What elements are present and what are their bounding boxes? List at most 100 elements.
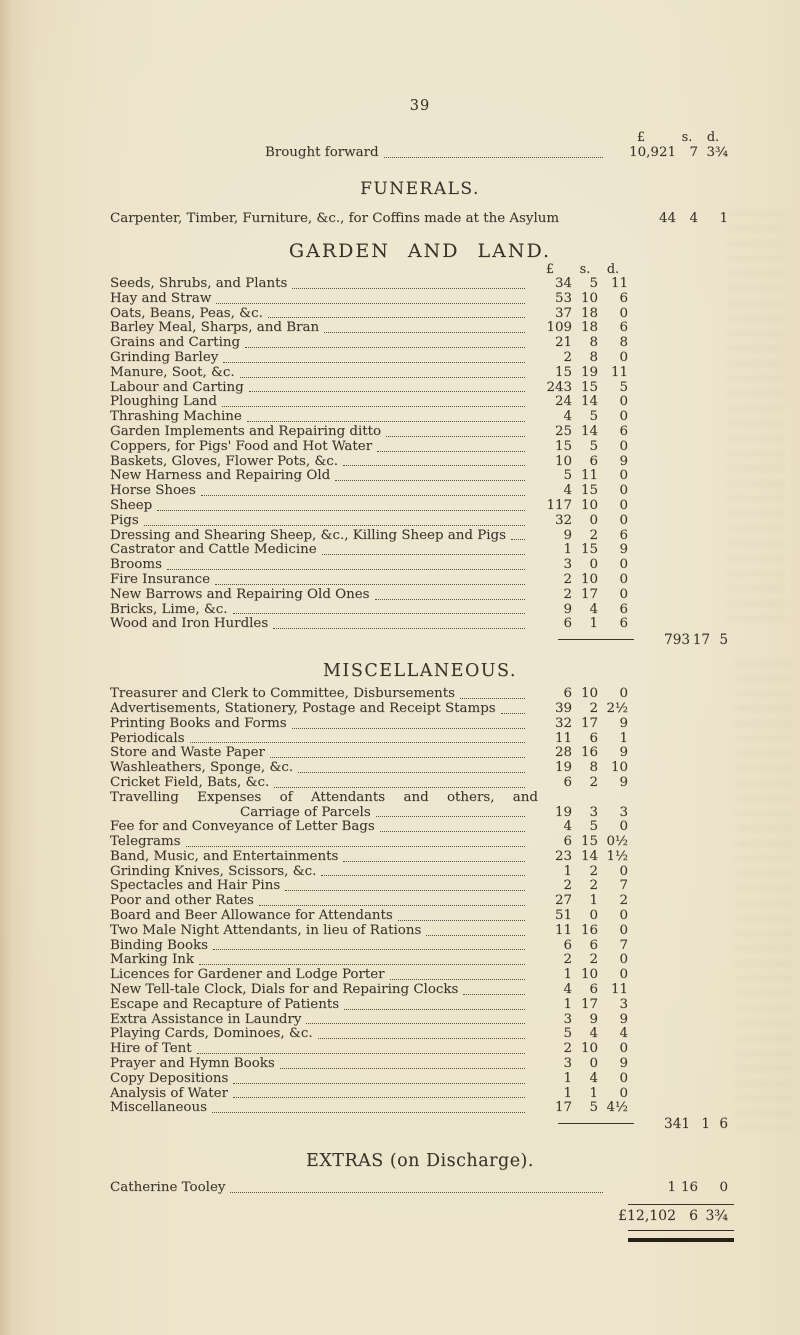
ledger-item-row: Dressing and Shearing Sheep, &c., Killin… <box>110 527 628 544</box>
amount-pence: 3 <box>619 804 628 820</box>
amount-pounds: 2 <box>563 1041 572 1057</box>
dotted-leader <box>157 499 525 511</box>
amount-pounds: 6 <box>563 616 572 632</box>
amount-shillings: 10 <box>580 571 598 587</box>
ledger-item-row: Grinding Knives, Scissors, &c. 1 2 0 <box>110 864 628 880</box>
amount-shillings: 3 <box>589 804 598 820</box>
amount-shillings: 16 <box>580 922 598 938</box>
item-label: Copy Depositions <box>110 1070 229 1086</box>
amount-pounds: 3 <box>563 557 572 573</box>
amount-pence: 0 <box>619 952 628 968</box>
amount-pounds: 2 <box>563 349 572 365</box>
dotted-leader <box>216 292 525 304</box>
dotted-leader <box>389 968 525 981</box>
section-title-garden: GARDEN AND LAND. <box>288 240 552 262</box>
amount-pounds: 17 <box>554 1100 572 1116</box>
amount-shillings: 6 <box>589 730 598 746</box>
amount-pence: 11 <box>610 364 628 380</box>
dotted-leader <box>321 543 525 556</box>
amount-pence: 0 <box>619 438 628 454</box>
ledger-item-row: Grinding Barley 2 8 0 <box>110 349 628 366</box>
dotted-leader <box>274 776 525 788</box>
item-label: Playing Cards, Dominoes, &c. <box>110 1026 313 1042</box>
ledger-item-row: Fire Insurance 2 10 0 <box>110 571 628 588</box>
dotted-leader <box>500 702 525 714</box>
amount-shillings: 7 <box>689 145 698 160</box>
amount-pence: 11 <box>610 982 628 998</box>
ledger-item-row: Advertisements, Stationery, Postage and … <box>110 700 628 717</box>
amount-shillings: 14 <box>580 848 598 864</box>
item-label: Fire Insurance <box>110 571 210 587</box>
amount-pounds: 1 <box>563 542 572 558</box>
dotted-leader <box>143 514 525 526</box>
amount-shillings: 2 <box>589 774 598 790</box>
amount-pounds: 9 <box>563 601 572 617</box>
dotted-leader <box>200 484 525 496</box>
amount-shillings: 15 <box>580 379 598 395</box>
item-label: Two Male Night Attendants, in lieu of Ra… <box>110 922 422 938</box>
page-bleed-through <box>728 210 784 630</box>
ledger-item-row: Brooms 3 0 0 <box>110 557 628 573</box>
amount-pence: 9 <box>619 715 628 731</box>
amount-pence: 6 <box>619 320 628 336</box>
spacer <box>564 211 603 224</box>
ledger-item-row: Grains and Carting 21 8 8 <box>110 335 628 351</box>
amount-pounds: 9 <box>563 527 572 543</box>
item-label: Grinding Barley <box>110 349 219 365</box>
ledger-item-row: Travelling Expenses of Attendants and ot… <box>110 790 628 806</box>
currency-pence-label: d. <box>606 262 620 277</box>
amount-pence: 0 <box>619 512 628 528</box>
dotted-leader <box>317 1027 525 1040</box>
amount-shillings: 10 <box>580 1041 598 1057</box>
subtotal-rule <box>558 639 634 641</box>
currency-shillings-label: s. <box>579 262 591 277</box>
amount-pounds: 15 <box>554 364 572 380</box>
ledger-item-row: Escape and Recapture of Patients 1 17 3 <box>110 996 628 1013</box>
amount-pounds: 1 <box>563 1085 572 1101</box>
dotted-leader <box>230 1180 603 1194</box>
ledger-item-row: Miscellaneous 17 5 4½ <box>110 1101 628 1116</box>
amount-pence: 1½ <box>606 848 629 864</box>
ledger-item-row: Two Male Night Attendants, in lieu of Ra… <box>110 922 628 939</box>
amount-shillings: 8 <box>589 335 598 351</box>
item-label: Escape and Recapture of Patients <box>110 996 340 1012</box>
amount-pounds: 2 <box>563 952 572 968</box>
dotted-leader <box>298 761 525 773</box>
ledger-item-row: Barley Meal, Sharps, and Bran 109 18 6 <box>110 321 628 336</box>
item-label: Thrashing Machine <box>110 409 242 425</box>
amount-pounds: 28 <box>554 745 572 761</box>
amount-shillings: 6 <box>589 982 598 998</box>
amount-pence: 6 <box>619 601 628 617</box>
dotted-leader <box>213 939 525 951</box>
amount-shillings: 10 <box>580 290 598 306</box>
item-label: Grains and Carting <box>110 335 241 351</box>
item-label: New Tell-tale Clock, Dials for and Repai… <box>110 982 459 998</box>
amount-shillings: 15 <box>580 483 598 499</box>
dotted-leader <box>306 1013 525 1025</box>
amount-shillings: 5 <box>589 276 598 291</box>
amount-shillings: 14 <box>580 394 598 410</box>
dotted-leader <box>285 879 525 892</box>
miscellaneous-subtotal-row: 341 1 6 <box>110 1116 730 1132</box>
item-label: Board and Beer Allowance for Attendants <box>110 908 393 924</box>
amount-shillings: 18 <box>580 305 598 321</box>
ledger-item-row: Catherine Tooley 1 16 0 <box>110 1180 730 1196</box>
dotted-leader <box>463 983 525 995</box>
amount-pence: 6 <box>619 527 628 543</box>
amount-shillings: 4 <box>589 1070 598 1086</box>
item-label: Advertisements, Stationery, Postage and … <box>110 700 496 716</box>
dotted-leader <box>397 909 525 921</box>
extras-items-list: Catherine Tooley 1 16 0 <box>110 1180 730 1196</box>
amount-pence: 9 <box>619 1011 628 1027</box>
page-content: 39 £ s. d. Brought forward 10,921 7 3¾ F… <box>110 0 734 1243</box>
item-label: Licences for Gardener and Lodge Porter <box>110 967 385 983</box>
amount-pence: 9 <box>619 453 628 469</box>
amount-shillings: 4 <box>589 601 598 617</box>
amount-pence: 5 <box>619 379 628 395</box>
ledger-item-row: Copy Depositions 1 4 0 <box>110 1070 628 1087</box>
dotted-leader <box>196 1042 525 1055</box>
item-label: Catherine Tooley <box>110 1180 226 1196</box>
item-label: Ploughing Land <box>110 394 217 410</box>
amount-pounds: 11 <box>554 922 572 938</box>
item-label: Pigs <box>110 512 139 528</box>
